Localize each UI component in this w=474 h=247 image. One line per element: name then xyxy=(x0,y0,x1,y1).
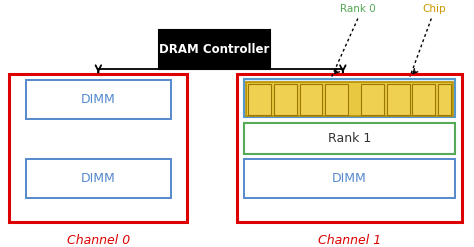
FancyBboxPatch shape xyxy=(244,159,455,198)
FancyBboxPatch shape xyxy=(274,84,297,115)
FancyBboxPatch shape xyxy=(361,84,384,115)
Text: Channel 1: Channel 1 xyxy=(318,234,382,247)
FancyBboxPatch shape xyxy=(248,84,271,115)
FancyBboxPatch shape xyxy=(9,74,187,222)
FancyBboxPatch shape xyxy=(237,74,462,222)
FancyBboxPatch shape xyxy=(244,124,455,154)
FancyBboxPatch shape xyxy=(159,30,270,69)
FancyBboxPatch shape xyxy=(26,80,171,119)
Text: DIMM: DIMM xyxy=(81,172,116,185)
FancyBboxPatch shape xyxy=(244,79,455,117)
Text: DRAM Controller: DRAM Controller xyxy=(159,43,270,56)
Text: Rank 1: Rank 1 xyxy=(328,132,371,145)
Text: DIMM: DIMM xyxy=(332,172,367,185)
FancyBboxPatch shape xyxy=(300,84,322,115)
FancyBboxPatch shape xyxy=(325,84,348,115)
FancyBboxPatch shape xyxy=(246,82,453,116)
Text: Channel 0: Channel 0 xyxy=(67,234,130,247)
Text: Rank 0: Rank 0 xyxy=(340,4,376,14)
Text: DIMM: DIMM xyxy=(81,93,116,106)
FancyBboxPatch shape xyxy=(438,84,451,115)
Text: Chip: Chip xyxy=(422,4,446,14)
FancyBboxPatch shape xyxy=(26,159,171,198)
FancyBboxPatch shape xyxy=(412,84,435,115)
FancyBboxPatch shape xyxy=(387,84,410,115)
